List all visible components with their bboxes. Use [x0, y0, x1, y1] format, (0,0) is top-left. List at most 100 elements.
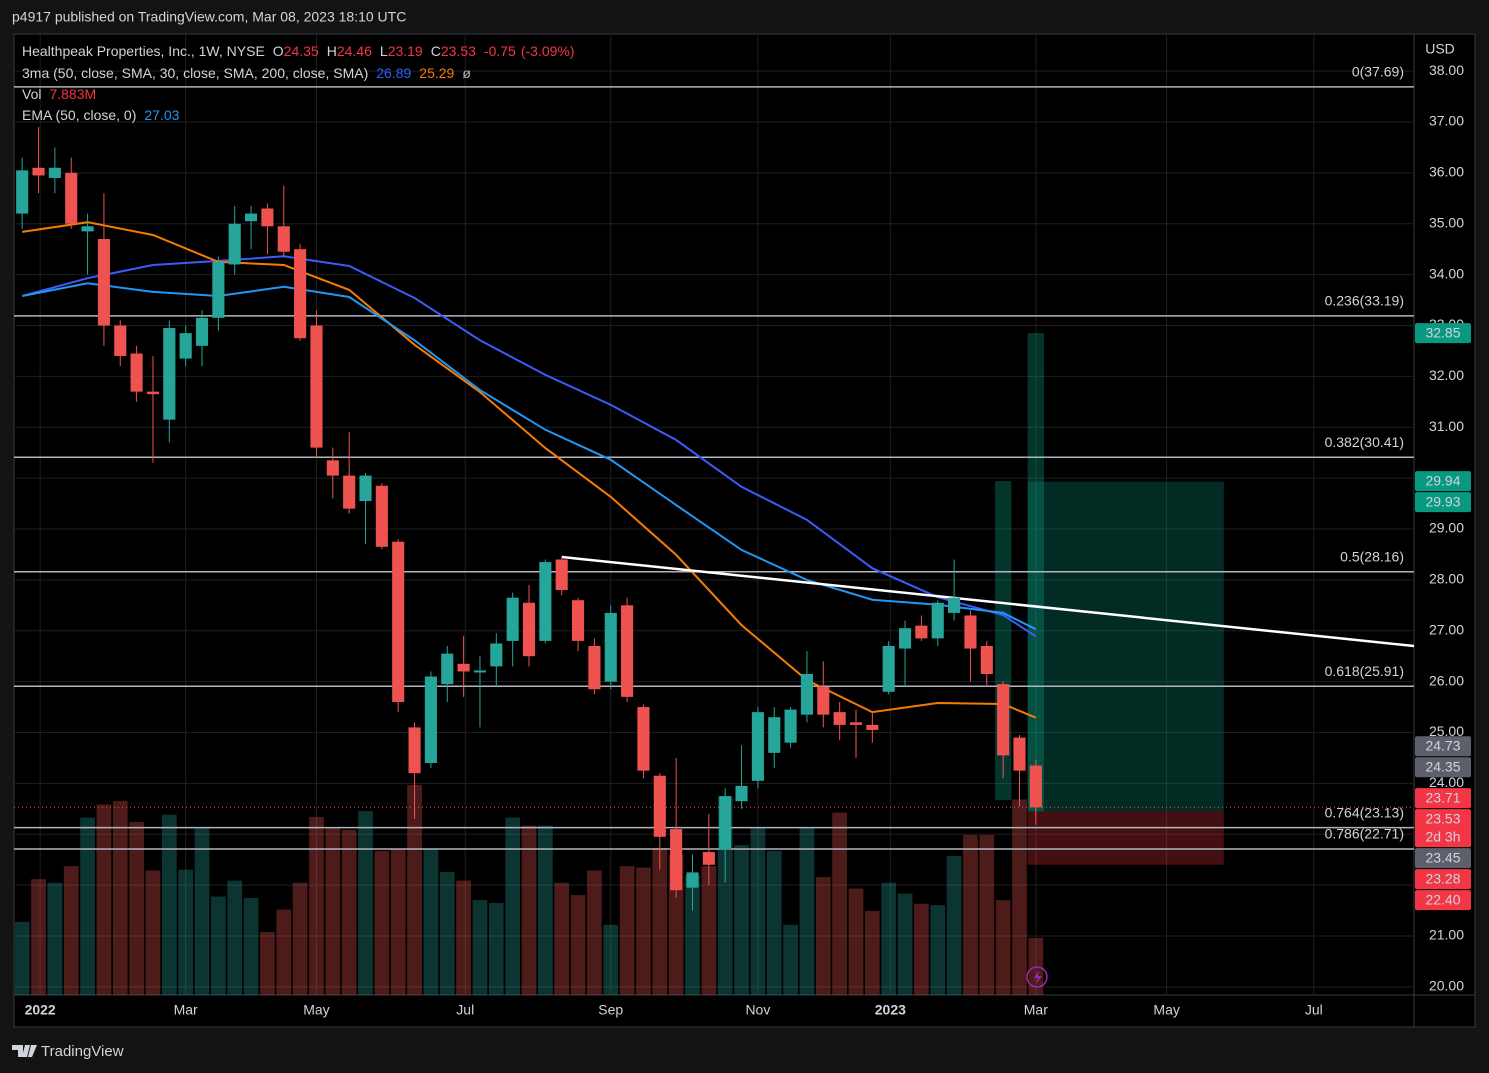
candle-body	[817, 686, 830, 715]
price-badge	[1415, 848, 1471, 869]
fib-label: 0.618(25.91)	[1325, 663, 1404, 679]
alert-icon[interactable]	[1026, 966, 1048, 988]
legend-item: EMA (50, close, 0)	[22, 107, 136, 123]
volume-bar	[979, 834, 995, 995]
candle-body	[424, 676, 437, 764]
candle-body	[686, 872, 699, 888]
legend-line: Vol 7.883M	[22, 86, 96, 102]
volume-bar	[570, 895, 586, 995]
y-tick-label: 21.00	[1429, 927, 1464, 943]
volume-bar	[472, 900, 488, 995]
candle-body	[408, 727, 421, 774]
volume-bar	[554, 882, 570, 995]
volume-bar	[930, 905, 946, 995]
x-tick-label: 2022	[25, 1002, 56, 1018]
volume-bar	[243, 897, 259, 995]
volume-bar	[619, 866, 635, 995]
volume-bar	[488, 903, 504, 995]
legend-item: O	[273, 43, 284, 59]
legend-item: Healthpeak Properties, Inc., 1W, NYSE	[22, 43, 265, 59]
volume-bar	[521, 825, 537, 995]
x-tick-label: May	[303, 1002, 329, 1018]
legend-item: H	[327, 43, 337, 59]
candle-body	[359, 475, 372, 502]
candle-body	[97, 239, 110, 326]
volume-bar	[14, 921, 30, 995]
position-box	[1027, 811, 1224, 865]
volume-bar	[701, 866, 717, 995]
candle-body	[931, 602, 944, 639]
candle-body	[343, 475, 356, 509]
legend-item: Vol	[22, 86, 41, 102]
y-tick-label: 31.00	[1429, 418, 1464, 434]
candle-body	[457, 663, 470, 672]
price-badge-label: 29.93	[1425, 493, 1460, 509]
candle-body	[392, 541, 405, 702]
candle-body	[833, 712, 846, 725]
countdown: 2d 3h	[1425, 828, 1460, 844]
volume-bar	[390, 848, 406, 995]
price-badge	[1415, 809, 1471, 848]
volume-bar	[260, 932, 275, 995]
legend-item: 23.19	[388, 43, 423, 59]
volume-bar	[881, 882, 897, 995]
volume-bar	[995, 900, 1011, 995]
volume-bar	[766, 850, 782, 995]
candle-body	[473, 670, 487, 673]
volume-bar	[407, 785, 422, 995]
candle-body	[702, 852, 715, 865]
candle-body	[163, 328, 176, 420]
y-tick-label: 27.00	[1429, 621, 1464, 637]
volume-bar	[734, 845, 749, 995]
brand: TradingView	[41, 1043, 124, 1060]
alert-circle[interactable]	[1026, 966, 1048, 988]
y-tick-label: 37.00	[1429, 113, 1464, 129]
y-tick-label: 24.00	[1429, 774, 1464, 790]
y-tick-label: 29.00	[1429, 520, 1464, 536]
fib-label: 0.764(23.13)	[1325, 804, 1404, 820]
fib-label: 0(37.69)	[1352, 64, 1404, 80]
candle-body	[572, 600, 585, 641]
volume-bar	[194, 828, 210, 995]
chart-frame	[13, 33, 1476, 1028]
candle-body	[146, 391, 160, 395]
moving-average	[21, 255, 1037, 638]
legend-item: 7.883M	[49, 86, 96, 102]
candle-body	[522, 602, 536, 657]
volume-bar	[636, 867, 651, 995]
volume-bar	[456, 880, 471, 995]
price-badge	[1415, 788, 1471, 809]
legend-item: C	[431, 43, 441, 59]
fib-label: 0.5(28.16)	[1340, 548, 1404, 564]
y-tick-label: 32.00	[1429, 367, 1464, 383]
volume-bar	[145, 870, 161, 995]
volume-bar	[685, 875, 700, 995]
price-badge-label: 24.73	[1425, 737, 1460, 753]
candle-body	[130, 353, 143, 392]
alert-bolt[interactable]	[1034, 970, 1042, 984]
legend-item: 24.46	[337, 43, 372, 59]
price-badge	[1415, 736, 1471, 757]
volume-bar	[227, 880, 243, 995]
volume-bar	[1012, 799, 1027, 995]
plot-area: 0(37.69) 0.236(33.19) 0.382(30.41) 0.5(28.1…	[14, 34, 1414, 995]
volume-bar	[537, 825, 553, 995]
candle-body	[179, 333, 192, 359]
currency-label: USD	[1425, 41, 1455, 57]
candle-body	[441, 653, 454, 685]
candle-body	[670, 829, 683, 891]
candle-body	[555, 559, 568, 591]
candle-body	[849, 722, 863, 725]
volume-bar	[374, 850, 390, 995]
x-tick-label: Sep	[598, 1002, 623, 1018]
x-tick-label: Mar	[1024, 1002, 1048, 1018]
candle-body	[1029, 765, 1042, 808]
candle-body	[114, 325, 127, 357]
volume-bar	[652, 848, 668, 995]
legend-item: 24.35	[284, 43, 319, 59]
volume-bar	[31, 879, 46, 995]
price-badge-label: 23.45	[1425, 849, 1460, 865]
volume-bar	[783, 924, 798, 995]
candle-body	[604, 612, 617, 682]
